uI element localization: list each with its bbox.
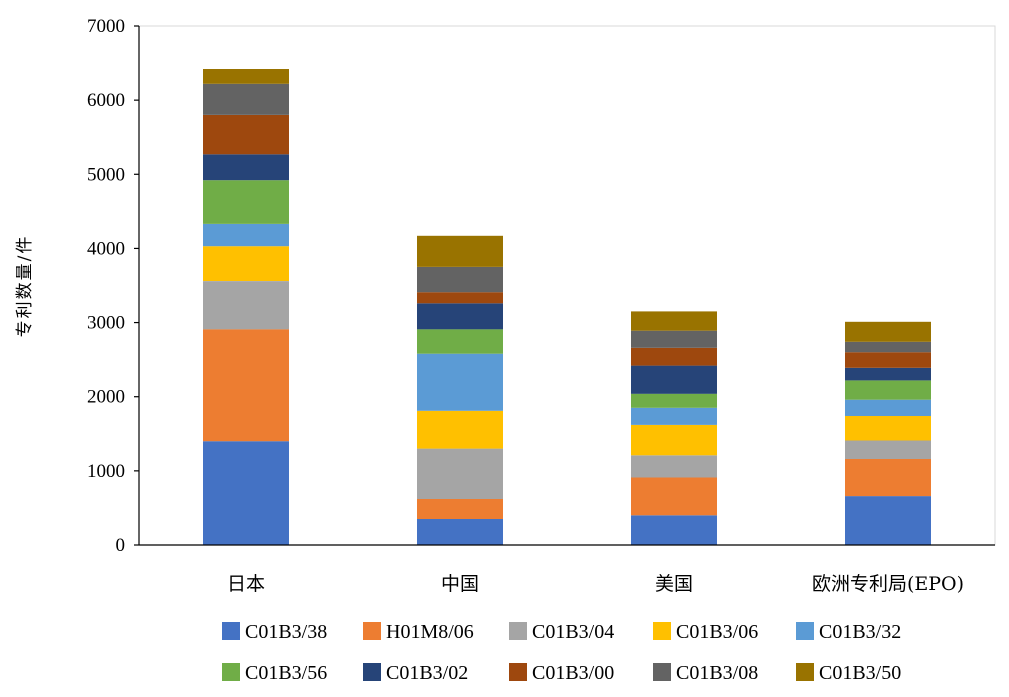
x-category-label: 中国 <box>441 573 479 595</box>
legend-swatch <box>363 622 381 640</box>
bar-segment-c01b332-0 <box>203 224 289 247</box>
bar-segment-c01b332-2 <box>631 407 717 425</box>
legend-label: C01B3/04 <box>532 621 614 643</box>
legend-label: C01B3/06 <box>676 621 758 643</box>
legend-swatch <box>796 663 814 681</box>
y-axis-ticks: 0 1000 2000 3000 4000 5000 6000 7000 <box>87 16 139 556</box>
bar-segment-c01b302-3 <box>845 367 931 381</box>
legend-item: C01B3/08 <box>653 662 758 684</box>
bar-segment-c01b350-3 <box>845 321 931 342</box>
bar-segment-c01b356-3 <box>845 380 931 400</box>
bar-segment-c01b304-2 <box>631 455 717 478</box>
bar-segment-c01b306-2 <box>631 424 717 456</box>
legend-swatch <box>653 663 671 681</box>
bar-segment-c01b304-3 <box>845 440 931 459</box>
legend-item: C01B3/32 <box>796 621 901 643</box>
legend-item: C01B3/06 <box>653 621 758 643</box>
bar-segment-c01b306-3 <box>845 416 931 441</box>
x-category-label: 美国 <box>655 573 693 595</box>
legend-swatch <box>222 663 240 681</box>
y-tick-label: 0 <box>116 535 126 556</box>
legend-item: C01B3/50 <box>796 662 901 684</box>
bar-segment-c01b356-1 <box>417 329 503 354</box>
y-tick-label: 7000 <box>87 16 125 37</box>
y-tick-label: 4000 <box>87 238 125 259</box>
bar-segment-c01b300-3 <box>845 352 931 368</box>
bar-segment-c01b308-1 <box>417 267 503 293</box>
bar-segment-c01b304-1 <box>417 448 503 499</box>
bar-segment-c01b300-2 <box>631 347 717 366</box>
legend-item: C01B3/56 <box>222 662 327 684</box>
legend-swatch <box>363 663 381 681</box>
bar-segment-c01b302-2 <box>631 365 717 394</box>
legend-item: C01B3/38 <box>222 621 327 643</box>
legend-swatch <box>653 622 671 640</box>
bar-segment-h01m806-3 <box>845 459 931 497</box>
x-category-label: 日本 <box>227 573 265 595</box>
legend-label: C01B3/38 <box>245 621 327 643</box>
bar-segment-c01b356-2 <box>631 393 717 408</box>
y-tick-label: 6000 <box>87 90 125 111</box>
bar-segment-c01b300-0 <box>203 115 289 155</box>
bar-segment-c01b308-2 <box>631 330 717 348</box>
bar-segment-c01b332-3 <box>845 399 931 416</box>
bar-segment-c01b338-3 <box>845 496 931 545</box>
bar-segment-h01m806-2 <box>631 477 717 516</box>
legend-label: C01B3/08 <box>676 662 758 684</box>
bar-segment-h01m806-0 <box>203 329 289 442</box>
y-tick-label: 5000 <box>87 164 125 185</box>
legend-label: C01B3/32 <box>819 621 901 643</box>
legend-item: H01M8/06 <box>363 621 474 643</box>
y-tick-label: 1000 <box>87 461 125 482</box>
bar-segment-c01b350-1 <box>417 235 503 267</box>
legend-swatch <box>796 622 814 640</box>
legend-label: C01B3/00 <box>532 662 614 684</box>
legend: C01B3/38 H01M8/06 C01B3/04 C01B3/06 C01B3/32… <box>222 621 901 684</box>
legend-label: C01B3/50 <box>819 662 901 684</box>
bar-segment-c01b304-0 <box>203 281 289 330</box>
bar-segment-c01b308-3 <box>845 341 931 353</box>
y-tick-label: 2000 <box>87 387 125 408</box>
legend-label: H01M8/06 <box>386 621 474 643</box>
legend-item: C01B3/04 <box>509 621 614 643</box>
bar-segments <box>203 69 931 545</box>
bar-segment-c01b300-1 <box>417 292 503 304</box>
legend-swatch <box>509 622 527 640</box>
bar-segment-c01b306-1 <box>417 410 503 449</box>
bar-segment-c01b338-2 <box>631 515 717 545</box>
legend-swatch <box>222 622 240 640</box>
legend-swatch <box>509 663 527 681</box>
bar-segment-c01b308-0 <box>203 83 289 115</box>
x-category-label: 欧洲专利局(EPO) <box>812 573 964 595</box>
legend-label: C01B3/02 <box>386 662 468 684</box>
bar-segment-h01m806-1 <box>417 499 503 519</box>
axes <box>138 26 995 546</box>
bar-segment-c01b302-0 <box>203 154 289 181</box>
legend-item: C01B3/00 <box>509 662 614 684</box>
legend-item: C01B3/02 <box>363 662 468 684</box>
bar-segment-c01b302-1 <box>417 303 503 330</box>
legend-label: C01B3/56 <box>245 662 327 684</box>
y-tick-label: 3000 <box>87 313 125 334</box>
bar-segment-c01b356-0 <box>203 180 289 224</box>
bar-segment-c01b338-0 <box>203 441 289 545</box>
bar-segment-c01b350-2 <box>631 311 717 331</box>
bar-segment-c01b306-0 <box>203 246 289 281</box>
bar-segment-c01b338-1 <box>417 519 503 545</box>
bar-segment-c01b350-0 <box>203 69 289 84</box>
y-axis-label: 专利数量/件 <box>15 235 35 338</box>
bar-segment-c01b332-1 <box>417 353 503 411</box>
x-axis-categories: 日本 中国 美国 欧洲专利局(EPO) <box>227 573 964 595</box>
